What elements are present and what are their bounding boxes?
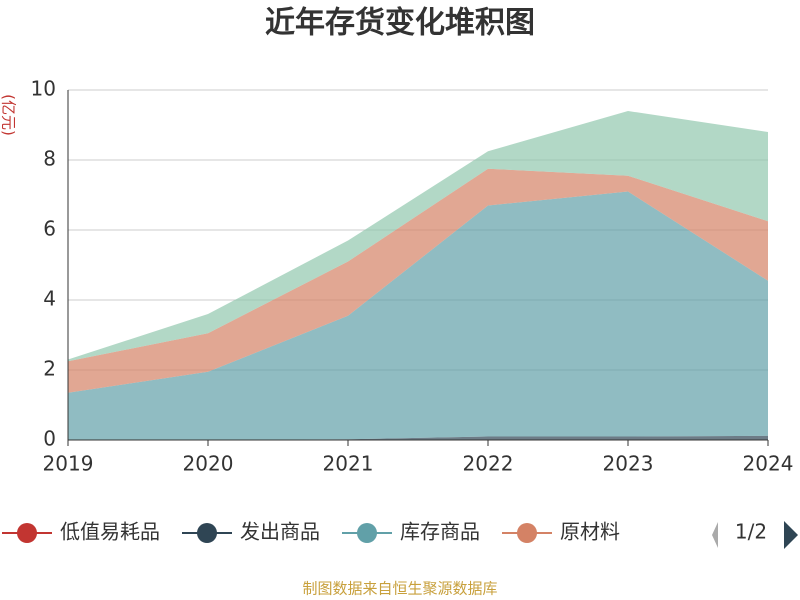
area bbox=[68, 168, 768, 393]
area bbox=[68, 191, 768, 440]
legend-page: 1/2 bbox=[735, 520, 767, 544]
area bbox=[68, 111, 768, 362]
x-tick-label: 2020 bbox=[183, 452, 234, 476]
legend-label: 库存商品 bbox=[400, 520, 480, 544]
y-axis-label: (亿元) bbox=[0, 94, 18, 136]
legend: 低值易耗品 发出商品 库存商品 原材料 bbox=[2, 520, 620, 544]
x-tick-label: 2019 bbox=[43, 452, 94, 476]
y-tick-label: 6 bbox=[43, 217, 56, 241]
legend-label: 原材料 bbox=[560, 520, 620, 544]
y-tick-label: 8 bbox=[43, 147, 56, 171]
legend-label: 低值易耗品 bbox=[60, 520, 160, 544]
x-tick-label: 2024 bbox=[743, 452, 794, 476]
y-tick-label: 4 bbox=[43, 287, 56, 311]
legend-next[interactable] bbox=[784, 521, 798, 549]
y-tick-label: 0 bbox=[43, 427, 56, 451]
legend-marker bbox=[517, 523, 537, 543]
y-tick-label: 10 bbox=[31, 77, 56, 101]
legend-marker bbox=[197, 523, 217, 543]
y-tick-label: 2 bbox=[43, 357, 56, 381]
chart-title: 近年存货变化堆积图 bbox=[265, 6, 535, 41]
legend-marker bbox=[357, 523, 377, 543]
legend-label: 发出商品 bbox=[240, 520, 320, 544]
x-tick-label: 2021 bbox=[323, 452, 374, 476]
x-tick-label: 2022 bbox=[463, 452, 514, 476]
x-tick-label: 2023 bbox=[603, 452, 654, 476]
source-note: 制图数据来自恒生聚源数据库 bbox=[302, 580, 497, 598]
legend-marker bbox=[17, 523, 37, 543]
legend-prev[interactable] bbox=[712, 522, 718, 548]
